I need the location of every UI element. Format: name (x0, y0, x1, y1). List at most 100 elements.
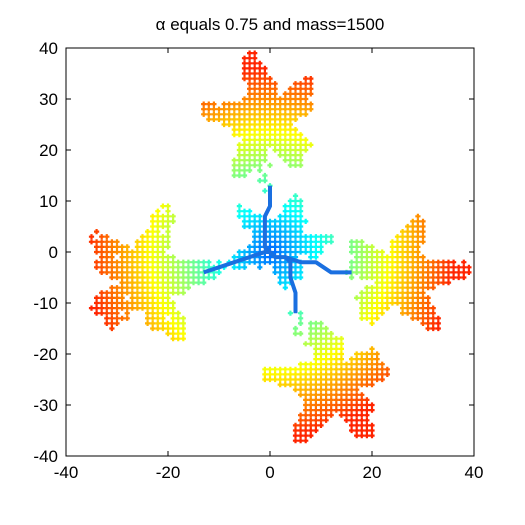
scatter-point (292, 157, 299, 163)
scatter-point (354, 433, 360, 439)
scatter-point (114, 295, 120, 301)
scatter-point (272, 127, 278, 133)
scatter-point (272, 147, 278, 153)
scatter-point (257, 259, 263, 265)
scatter-point (298, 234, 304, 240)
scatter-point (277, 239, 283, 245)
scatter-point (292, 137, 299, 143)
scatter-point (369, 264, 375, 270)
scatter-point (257, 121, 263, 128)
scatter-point (257, 86, 263, 92)
scatter-point (185, 280, 191, 286)
scatter-point (252, 162, 258, 168)
scatter-point (241, 152, 248, 158)
scatter-point (145, 264, 151, 270)
scatter-point (277, 376, 283, 383)
scatter-point (99, 244, 105, 250)
scatter-point (420, 269, 426, 275)
scatter-point (359, 402, 365, 408)
scatter-point (165, 254, 171, 260)
scatter-point (384, 295, 390, 301)
scatter-point (379, 269, 385, 275)
scatter-point (252, 91, 258, 97)
scatter-point (318, 366, 324, 372)
scatter-point (292, 208, 299, 214)
scatter-point (374, 264, 380, 270)
y-tick-label: 0 (49, 243, 58, 262)
scatter-point (313, 346, 319, 352)
scatter-point (267, 106, 273, 112)
scatter-point (379, 274, 385, 281)
scatter-point (374, 371, 380, 377)
scatter-point (369, 320, 375, 326)
scatter-point (272, 91, 278, 97)
scatter-point (451, 269, 457, 275)
scatter-point (134, 274, 140, 281)
scatter-point (303, 433, 309, 439)
scatter-point (134, 305, 140, 311)
scatter-point (252, 101, 258, 107)
scatter-point (303, 91, 309, 97)
scatter-point (139, 239, 146, 245)
scatter-point (298, 229, 304, 235)
scatter-point (165, 310, 171, 316)
scatter-point (369, 382, 375, 388)
scatter-point (287, 121, 293, 128)
scatter-point (318, 422, 324, 428)
scatter-point (298, 382, 304, 388)
scatter-point (394, 274, 401, 281)
scatter-point (241, 76, 248, 82)
scatter-point (303, 438, 309, 444)
scatter-point (318, 351, 324, 357)
scatter-point (308, 239, 314, 245)
scatter-point (160, 274, 166, 281)
scatter-point (420, 229, 426, 235)
scatter-point (134, 269, 140, 275)
scatter-point (287, 101, 293, 107)
scatter-point (338, 376, 344, 383)
scatter-point (430, 259, 436, 265)
scatter-point (124, 269, 130, 275)
scatter-point (466, 269, 472, 275)
scatter-point (104, 259, 110, 265)
scatter-point (359, 254, 365, 260)
scatter-point (394, 239, 401, 245)
scatter-point (180, 274, 186, 281)
scatter-point (364, 249, 370, 255)
scatter-point (308, 417, 314, 423)
scatter-point (400, 269, 406, 275)
scatter-point (272, 137, 278, 143)
scatter-point (394, 264, 401, 270)
scatter-point (247, 249, 253, 255)
scatter-point (328, 387, 334, 393)
scatter-point (292, 244, 299, 250)
scatter-point (124, 290, 130, 296)
scatter-point (415, 264, 421, 270)
scatter-point (155, 290, 161, 296)
scatter-point (109, 325, 115, 332)
scatter-point (379, 361, 385, 367)
scatter-point (134, 239, 140, 245)
scatter-point (303, 239, 309, 245)
scatter-point (257, 178, 263, 184)
scatter-point (150, 218, 156, 224)
scatter-point (241, 96, 248, 102)
scatter-point (175, 259, 181, 265)
scatter-point (425, 325, 431, 332)
scatter-point (303, 81, 309, 87)
scatter-point (318, 397, 324, 403)
scatter-point (267, 376, 273, 383)
scatter-point (272, 366, 278, 372)
scatter-point (277, 280, 283, 286)
scatter-point (338, 356, 344, 362)
scatter-point (165, 259, 171, 265)
scatter-point (150, 223, 156, 230)
scatter-point (231, 127, 237, 133)
scatter-point (389, 274, 395, 281)
scatter-point (211, 274, 217, 281)
scatter-point (94, 229, 100, 235)
scatter-point (165, 203, 171, 209)
scatter-point (359, 422, 365, 428)
scatter-point (241, 116, 248, 122)
scatter-point (374, 361, 380, 367)
